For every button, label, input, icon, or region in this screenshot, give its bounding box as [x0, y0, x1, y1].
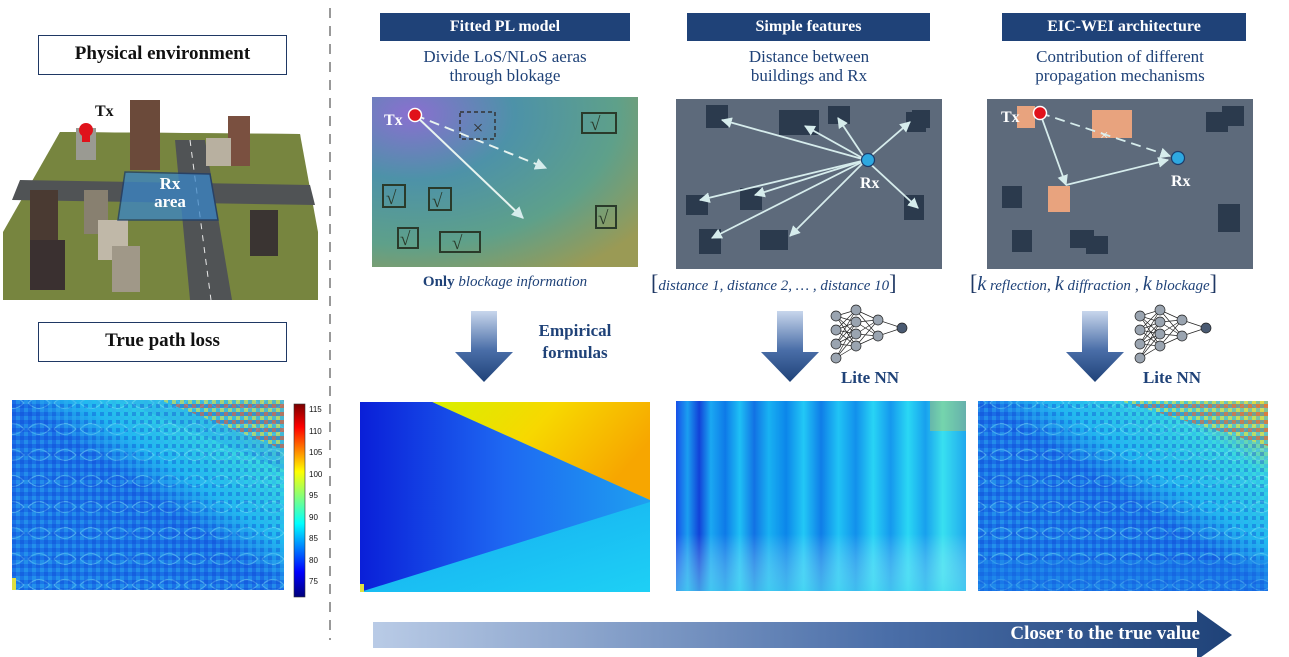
closer-arrow-label: Closer to the true value: [1010, 623, 1200, 644]
simple-features-header: Simple features: [687, 13, 930, 41]
svg-text:√: √: [386, 188, 397, 209]
svg-text:×: ×: [473, 118, 484, 139]
neural-net-icon-1: [830, 304, 908, 364]
fitted-pl-scene: × √ √√ √√√: [372, 97, 638, 267]
rx-area-label-line-1: Rx: [159, 174, 181, 193]
fitted-pl-subtitle-2: through blokage: [449, 66, 561, 85]
colorbar-tick: 80: [309, 555, 318, 565]
svg-text:√: √: [400, 229, 411, 250]
down-arrow-1: [455, 311, 513, 382]
fitted-pl-feature-italic: blockage information: [458, 274, 588, 290]
eicwei-tx-label: Tx: [1001, 109, 1020, 126]
eicwei-subtitle: Contribution of different propagation me…: [987, 47, 1253, 85]
svg-text:√: √: [452, 233, 463, 254]
simple-features-subtitle-1: Distance between: [748, 47, 870, 66]
closer-arrow: [373, 610, 1232, 657]
svg-text:√: √: [590, 114, 601, 135]
fitted-pl-header: Fitted PL model: [380, 13, 630, 41]
eicwei-vector: [k reflection, k diffraction , k blockag…: [970, 270, 1217, 295]
eicwei-header: EIC-WEI architecture: [1002, 13, 1246, 41]
k-symbol: k: [1142, 273, 1152, 295]
simple-features-subtitle: Distance between buildings and Rx: [676, 47, 942, 85]
svg-text:×: ×: [1100, 128, 1108, 144]
fitted-pl-heatmap: [360, 402, 650, 592]
down-arrow-2: [761, 311, 819, 382]
eicwei-subtitle-2: propagation mechanisms: [1035, 66, 1205, 85]
simple-features-vector: [distance 1, distance 2, … , distance 10…: [651, 270, 897, 295]
empirical-formulas-label: Empirical formulas: [520, 320, 630, 364]
k-symbol: k: [977, 273, 987, 295]
colorbar-tick: 75: [309, 577, 318, 586]
physical-environment-label: Physical environment: [38, 35, 287, 75]
colorbar-tick: 95: [309, 491, 318, 500]
simple-features-heatmap: [676, 401, 966, 591]
empirical-label-1: Empirical: [538, 321, 612, 340]
colorbar: [293, 403, 306, 598]
eicwei-feature-diffraction: diffraction: [1067, 278, 1131, 294]
eicwei-rx-label: Rx: [1171, 173, 1191, 190]
colorbar-tick: 110: [309, 426, 322, 436]
city-scene: [3, 100, 318, 301]
tx-label: Tx: [95, 103, 114, 120]
colorbar-tick: 85: [309, 534, 318, 543]
true-path-loss-label: True path loss: [38, 322, 287, 362]
down-arrow-3: [1066, 311, 1124, 382]
colorbar-tick: 90: [309, 512, 318, 522]
fitted-pl-feature-bold: Only: [422, 274, 455, 290]
rx-area-label-line-2: area: [154, 192, 186, 211]
simple-features-rx-label: Rx: [860, 175, 880, 192]
lite-nn-label-2: Lite NN: [1142, 368, 1202, 387]
simple-features-vector-text: distance 1, distance 2, … , distance 10: [658, 278, 890, 294]
k-symbol: k: [1054, 273, 1064, 295]
fitted-pl-feature: Only blockage information: [360, 274, 650, 291]
rx-area-label: Rx area: [125, 175, 215, 211]
simple-features-subtitle-2: buildings and Rx: [750, 66, 868, 85]
neural-net-icon-2: [1134, 304, 1212, 364]
svg-text:√: √: [598, 208, 609, 229]
lite-nn-label-1: Lite NN: [840, 368, 900, 387]
empirical-label-2: formulas: [542, 343, 608, 362]
fitted-pl-subtitle-1: Divide LoS/NLoS aeras: [423, 47, 587, 66]
eicwei-scene: ×: [987, 99, 1253, 269]
colorbar-ticks: 115 110 105 100 95 90 85 80 75: [309, 399, 322, 593]
fitted-pl-subtitle: Divide LoS/NLoS aeras through blokage: [360, 47, 650, 85]
simple-features-scene: [676, 99, 942, 269]
fitted-pl-tx-label: Tx: [384, 112, 403, 129]
svg-text:√: √: [432, 191, 443, 212]
eicwei-feature-reflection: reflection: [989, 278, 1047, 294]
eicwei-feature-blockage: blockage: [1155, 278, 1210, 294]
colorbar-tick: 105: [309, 448, 323, 457]
colorbar-tick: 115: [309, 405, 322, 414]
eicwei-heatmap: [978, 401, 1268, 591]
eicwei-subtitle-1: Contribution of different: [1036, 47, 1204, 66]
true-pl-heatmap: [12, 400, 284, 590]
colorbar-tick: 100: [309, 469, 323, 479]
